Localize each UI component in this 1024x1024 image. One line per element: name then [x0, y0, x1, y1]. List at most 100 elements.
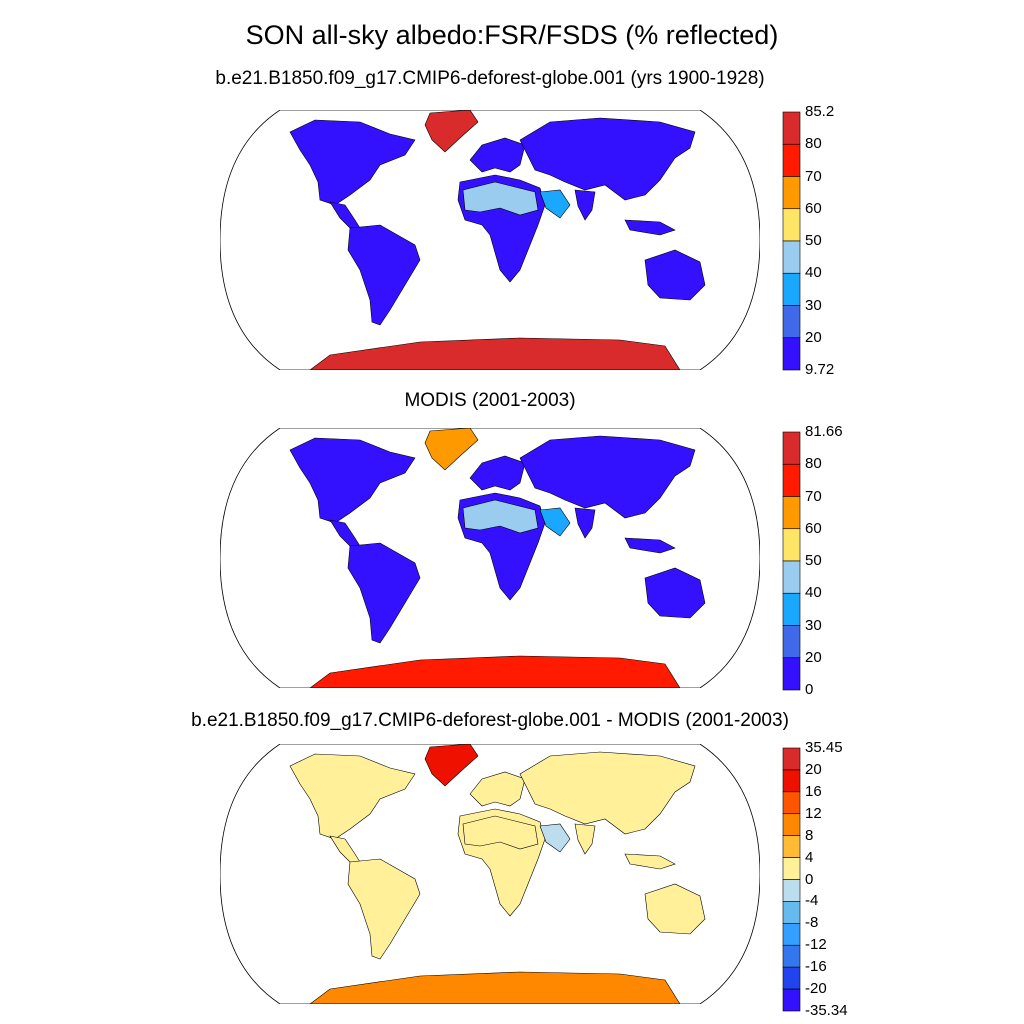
map-region-north-america — [289, 437, 416, 524]
colorbar-tick-label: 4 — [805, 848, 814, 866]
colorbar-swatch — [782, 879, 801, 902]
map-region-north-america — [289, 753, 416, 840]
map-region-greenland — [424, 428, 479, 471]
colorbar-tick-label: -12 — [805, 936, 827, 954]
colorbar-swatch — [782, 923, 801, 946]
map-region-south-america — [347, 224, 421, 326]
map-region-antarctica — [309, 971, 681, 1004]
colorbar-tick-label: 8 — [805, 826, 814, 844]
colorbar-swatch — [782, 337, 801, 371]
colorbar-swatch — [782, 857, 801, 880]
map-region-india — [574, 189, 596, 221]
map-region-asia — [519, 751, 696, 835]
colorbar-swatch — [782, 431, 801, 465]
map-region-india — [574, 507, 596, 539]
colorbar-tick-label: 20 — [805, 328, 822, 346]
colorbar-tick-label: 40 — [805, 264, 822, 282]
colorbar-tick-label: 85.2 — [805, 103, 835, 120]
colorbar-tick-label: -16 — [805, 958, 827, 976]
colorbar-swatch — [782, 143, 801, 177]
map-outline — [220, 428, 760, 688]
colorbar-swatch — [782, 496, 801, 530]
map-region-greenland — [424, 110, 479, 153]
colorbar-swatch — [782, 272, 801, 306]
map-region-europe — [469, 455, 526, 491]
colorbar-swatch — [782, 463, 801, 497]
map-region-arabia — [539, 189, 571, 219]
colorbar-swatches — [782, 111, 801, 371]
colorbar-swatch — [782, 208, 801, 242]
map-region-antarctica — [309, 337, 681, 370]
map-region-sahara — [462, 815, 539, 850]
panel-2-title: MODIS (2001-2003) — [404, 390, 576, 411]
colorbar-tick-label: 81.66 — [805, 423, 843, 440]
map-region-south-america — [347, 542, 421, 644]
colorbar-tick-label: 50 — [805, 232, 822, 249]
colorbar-tick-label: 0 — [805, 681, 814, 698]
panel-1-map — [220, 110, 760, 370]
map-region-india — [574, 823, 596, 855]
colorbar-swatch — [782, 176, 801, 210]
colorbar-tick-label: 30 — [805, 296, 822, 314]
panel-1-title: b.e21.B1850.f09_g17.CMIP6-deforest-globe… — [215, 68, 765, 89]
colorbar-tick-label: 12 — [805, 804, 822, 822]
colorbar-tick-label: 20 — [805, 760, 822, 778]
colorbar-swatch — [782, 901, 801, 924]
panel-1-colorbar: 85.2 80 70 60 50 40 30 20 9.72 — [782, 103, 872, 378]
colorbar-tick-label: 16 — [805, 782, 822, 800]
colorbar-swatch — [782, 813, 801, 836]
map-outline — [220, 744, 760, 1004]
map-region-central-america — [329, 201, 361, 231]
map-region-se-asia-islands — [624, 537, 676, 554]
map-region-australia — [644, 567, 706, 619]
colorbar-swatch — [782, 966, 801, 990]
colorbar-tick-label: -8 — [805, 914, 819, 932]
map-region-antarctica — [309, 655, 681, 688]
colorbar-swatch — [782, 769, 801, 793]
map-region-sahara — [462, 181, 539, 216]
map-region-greenland — [424, 744, 479, 787]
map-region-south-america — [347, 858, 421, 960]
map-outline — [220, 110, 760, 370]
map-region-north-america — [289, 119, 416, 206]
colorbar-tick-label: 60 — [805, 199, 822, 217]
map-region-arabia — [539, 823, 571, 853]
colorbar-swatch — [782, 657, 801, 691]
colorbar-tick-label: 60 — [805, 519, 822, 537]
map-region-europe — [469, 771, 526, 807]
map-region-central-america — [329, 519, 361, 549]
colorbar-swatches — [782, 431, 801, 691]
colorbar-swatch — [782, 592, 801, 626]
map-region-se-asia-islands — [624, 219, 676, 236]
panel-3-title: b.e21.B1850.f09_g17.CMIP6-deforest-globe… — [191, 710, 789, 731]
map-region-australia — [644, 883, 706, 935]
colorbar-swatch — [782, 305, 801, 339]
colorbar-tick-label: 70 — [805, 167, 822, 185]
map-region-arabia — [539, 507, 571, 537]
colorbar-tick-label: 20 — [805, 648, 822, 666]
colorbar-swatch — [782, 835, 801, 858]
map-region-central-america — [329, 835, 361, 865]
colorbar-tick-label: -35.34 — [805, 1002, 848, 1019]
colorbar-swatch — [782, 111, 801, 145]
figure-title: SON all-sky albedo:FSR/FSDS (% reflected… — [245, 20, 779, 50]
map-region-australia — [644, 249, 706, 301]
panel-2-map — [220, 428, 760, 688]
panel-3-colorbar: 35.45 20 16 12 8 4 0 -4 -8 -12 -16 -20 -35.34 — [782, 739, 872, 1019]
colorbar-swatch — [782, 747, 801, 771]
colorbar-tick-label: 9.72 — [805, 361, 835, 378]
map-region-europe — [469, 137, 526, 173]
colorbar-tick-label: 80 — [805, 135, 822, 153]
map-region-se-asia-islands — [624, 853, 676, 870]
panel-2-colorbar: 81.66 80 70 60 50 40 30 20 0 — [782, 423, 872, 698]
colorbar-tick-label: 30 — [805, 616, 822, 634]
map-region-asia — [519, 117, 696, 201]
colorbar-tick-label: 0 — [805, 870, 814, 888]
colorbar-swatch — [782, 988, 801, 1012]
colorbar-tick-label: -4 — [805, 892, 819, 910]
colorbar-swatch — [782, 528, 801, 562]
map-region-asia — [519, 435, 696, 519]
colorbar-tick-label: -20 — [805, 980, 827, 998]
colorbar-swatch — [782, 560, 801, 594]
colorbar-tick-label: 35.45 — [805, 739, 843, 756]
